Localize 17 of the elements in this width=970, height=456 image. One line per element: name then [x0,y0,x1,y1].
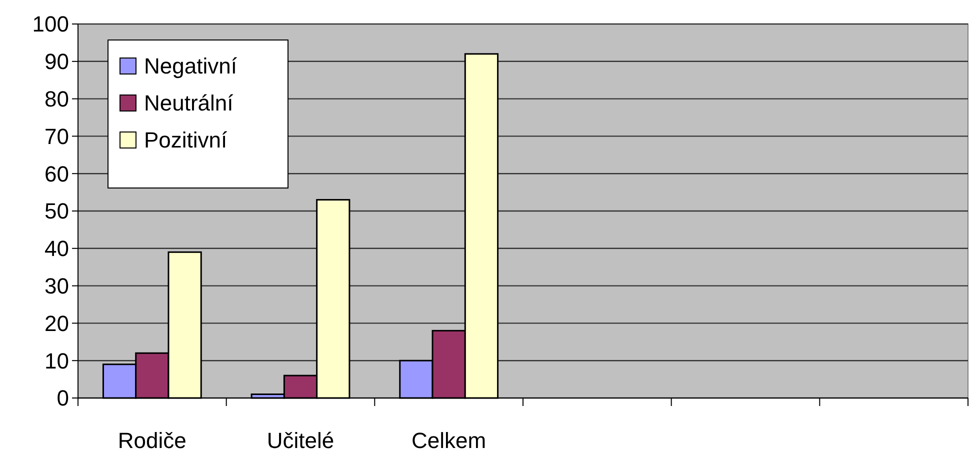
legend-label: Negativní [144,54,237,79]
y-tick-label: 40 [44,236,69,262]
y-tick-label: 70 [44,124,69,149]
x-tick-label: Celkem [412,428,486,453]
x-tick-label: Učitelé [266,428,334,453]
legend-label: Pozitivní [144,128,228,153]
x-tick-label: Rodiče [118,428,186,453]
y-tick-label: 30 [44,274,69,298]
legend-label: Neutrální [144,90,234,116]
y-tick-label: 10 [44,348,69,374]
y-tick-label: 50 [44,198,69,224]
y-tick-label: 20 [44,310,69,336]
y-tick-label: 0 [56,386,69,411]
y-tick-label: 100 [32,12,69,37]
y-tick-label: 90 [44,49,69,74]
y-tick-label: 60 [44,161,69,186]
y-tick-label: 80 [44,86,69,112]
